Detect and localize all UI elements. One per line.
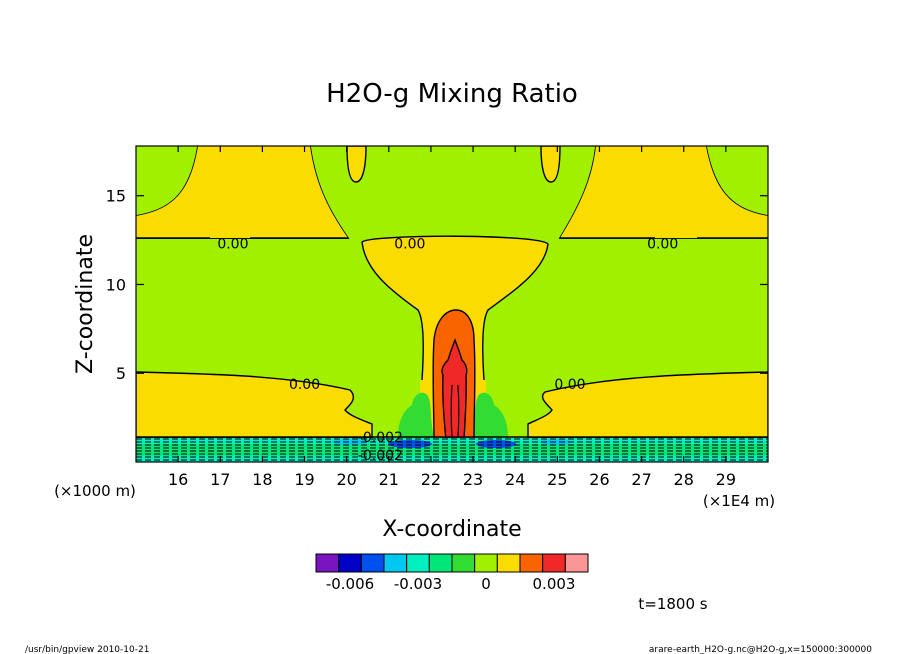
colorbar-tick-label: 0 (481, 575, 491, 593)
contour-fill-lower-yellow (527, 371, 768, 439)
colorbar-swatch (451, 553, 476, 573)
contour-label: 0.00 (289, 377, 320, 393)
x-axis: 16 17 18 19 20 21 22 23 24 25 26 27 28 29 (168, 146, 736, 489)
x-axis-unit-left: (×1000 m) (54, 482, 136, 500)
x-tick-label: 21 (379, 470, 399, 489)
contour-label: 0.00 (554, 377, 585, 393)
x-tick-label: 24 (505, 470, 525, 489)
x-tick-label: 25 (547, 470, 567, 489)
colorbar-swatch (474, 553, 498, 573)
footer-right: arare-earth_H2O-g.nc@H2O-g,x=150000:3000… (649, 645, 872, 654)
colorbar-tick-label: -0.006 (326, 575, 374, 593)
y-tick-label: 5 (116, 364, 126, 383)
time-label: t=1800 s (638, 595, 707, 613)
x-tick-label: 16 (168, 470, 188, 489)
x-tick-label: 29 (716, 470, 736, 489)
colorbar-swatch (519, 553, 544, 573)
contour-fill-small-top-right (540, 146, 561, 183)
x-axis-unit-right: (×1E4 m) (703, 492, 775, 510)
contour-fill-green-bump (398, 392, 434, 438)
x-tick-label: 17 (210, 470, 230, 489)
chart-title: H2O-g Mixing Ratio (326, 79, 578, 109)
contour-fill-bottom (136, 444, 768, 456)
x-tick-label: 23 (463, 470, 483, 489)
colorbar-swatch (338, 553, 362, 573)
contour-label: 0.00 (394, 237, 425, 253)
colorbar-swatch (383, 553, 408, 573)
colorbar-tick-label: 0.003 (533, 575, 576, 593)
colorbar-swatch (315, 553, 340, 573)
plot-frame (135, 145, 769, 463)
contour-fill-blue-spot (476, 440, 516, 448)
contour-fill-lower-yellow (136, 371, 373, 439)
y-axis: 5 10 15 (106, 187, 768, 383)
colorbar-swatch (542, 553, 566, 573)
contour-label: 0.00 (647, 237, 678, 253)
colorbar-tick-label: -0.003 (394, 575, 442, 593)
colorbar-swatch (360, 553, 385, 573)
contour-label: -0.002 (358, 448, 403, 464)
contour-fill-small-top-left (346, 146, 367, 183)
colorbar-swatch (428, 553, 453, 573)
y-axis-label: Z-coordinate (73, 234, 98, 374)
contour-fill-cyan-spot (332, 439, 368, 445)
contour-line-core (450, 384, 460, 439)
x-tick-label: 28 (674, 470, 694, 489)
plot-area (136, 146, 768, 462)
colorbar-swatch (496, 553, 521, 573)
x-tick-label: 27 (631, 470, 651, 489)
colorbar-swatch (564, 553, 589, 573)
x-tick-label: 22 (421, 470, 441, 489)
contour-fill-upper-right-lower (560, 146, 768, 238)
y-tick-label: 10 (106, 275, 126, 294)
footer-left: /usr/bin/gpview 2010-10-21 (25, 645, 149, 654)
colorbar-swatch (406, 553, 430, 573)
x-tick-label: 26 (589, 470, 609, 489)
contour-fill-green-bump (472, 392, 508, 438)
colorbar: -0.006 -0.003 0 0.003 (315, 553, 589, 593)
x-tick-label: 18 (252, 470, 272, 489)
contour-labels: 0.00 0.00 0.00 0.00 0.00 -0.002 -0.002 (217, 237, 678, 464)
contour-label: -0.002 (358, 430, 403, 446)
x-tick-label: 20 (336, 470, 356, 489)
contour-label: 0.00 (217, 237, 248, 253)
x-axis-label: X-coordinate (382, 517, 521, 542)
contour-dashed-lines (136, 438, 768, 461)
contour-fill-upper-left-lower (136, 146, 348, 238)
x-tick-label: 19 (294, 470, 314, 489)
contour-fill-core-red (441, 338, 468, 441)
y-tick-label: 15 (106, 187, 126, 206)
